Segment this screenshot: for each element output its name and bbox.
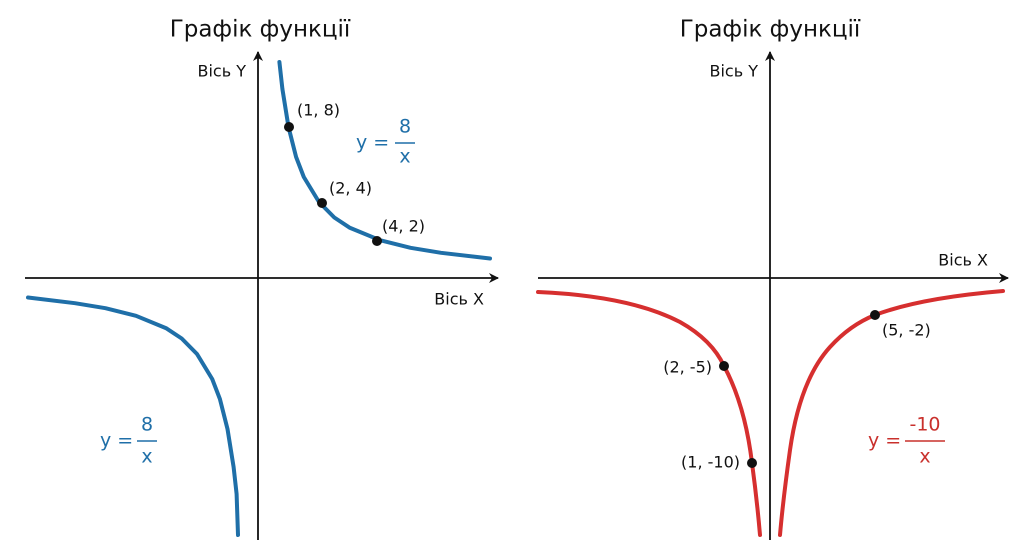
point-label: (2, -5) (663, 358, 712, 377)
formula-lhs: y = (356, 132, 389, 154)
y-axis-label: Вісь Y (709, 62, 758, 81)
point (719, 361, 729, 371)
point (284, 122, 294, 132)
point (317, 198, 327, 208)
title: Графік функції (170, 17, 351, 43)
formula-lhs: y = (100, 430, 133, 452)
point (870, 310, 880, 320)
formula-numerator: 8 (141, 414, 153, 436)
formula-numerator: -10 (909, 414, 940, 436)
point-label: (1, 8) (297, 101, 340, 120)
formula-numerator: 8 (399, 116, 411, 138)
point-label: (2, 4) (329, 179, 372, 198)
title: Графік функції (680, 17, 861, 43)
point-label: (4, 2) (382, 217, 425, 236)
formula-denominator: x (399, 146, 410, 168)
point (372, 236, 382, 246)
right-panel: Графік функції Вісь Y Вісь X (2, -5) (1,… (536, 17, 1009, 540)
left-panel: Графік функції Вісь Y Вісь X (1, 8) (2, … (25, 17, 499, 540)
y-axis-label: Вісь Y (197, 62, 246, 81)
point (747, 458, 757, 468)
curve (536, 290, 762, 537)
point-label: (5, -2) (882, 321, 931, 340)
formula-denominator: x (141, 446, 152, 468)
x-axis-label: Вісь X (434, 290, 484, 309)
curve (778, 289, 1005, 537)
curve (277, 60, 492, 261)
formula-lhs: y = (868, 430, 901, 452)
point-label: (1, -10) (681, 453, 740, 472)
curve (26, 295, 240, 537)
x-axis-label: Вісь X (938, 251, 988, 270)
formula-denominator: x (919, 446, 930, 468)
